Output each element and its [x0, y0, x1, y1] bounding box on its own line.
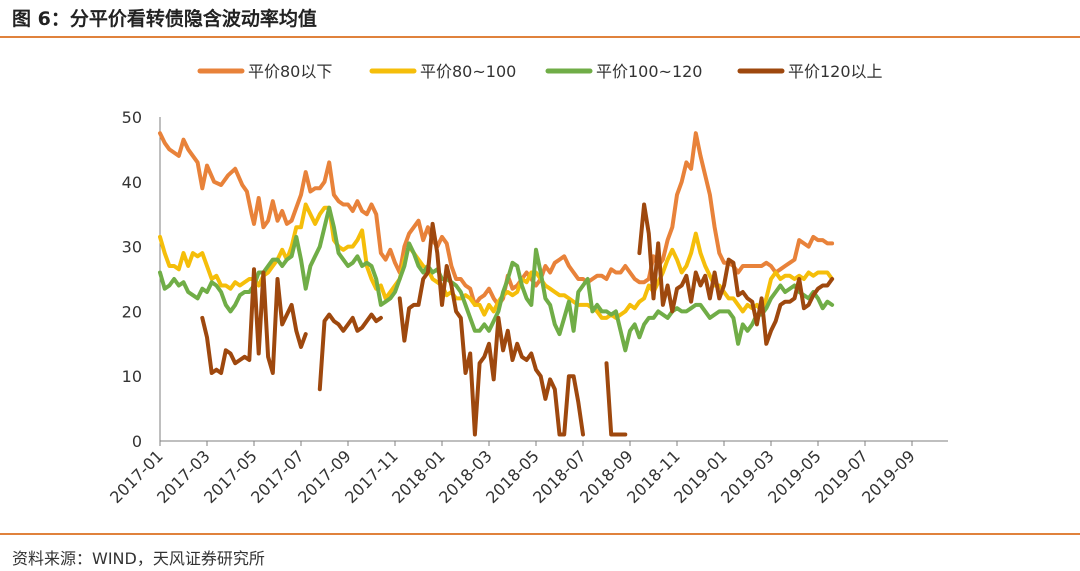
y-tick-label: 30: [122, 238, 142, 257]
legend-label: 平价120以上: [788, 62, 883, 81]
series-line-3: [158, 205, 835, 353]
legend-label: 平价80~100: [420, 62, 516, 81]
line-chart: 平价80以下 平价80~100 平价100~120 平价120以上 0 10 20 30 40…: [106, 62, 948, 507]
legend-label: 平价100~120: [596, 62, 703, 81]
series-line-2: [158, 202, 835, 320]
top-rule: [0, 36, 1080, 38]
chart-legend: 平价80以下 平价80~100 平价100~120 平价120以上: [197, 62, 883, 81]
y-tick-label: 0: [132, 432, 142, 451]
figure-title: 图 6：分平价看转债隐含波动率均值: [12, 8, 317, 30]
source-note: 资料来源：WIND，天风证券研究所: [12, 549, 265, 568]
y-tick-label: 50: [122, 108, 142, 127]
series-line-4: [200, 202, 835, 437]
y-tick-label: 40: [122, 173, 142, 192]
bottom-rule: [0, 533, 1080, 535]
y-tick-label: 10: [122, 367, 142, 386]
chart-series: [158, 131, 835, 437]
legend-label: 平价80以下: [248, 62, 332, 81]
y-tick-label: 20: [122, 302, 142, 321]
